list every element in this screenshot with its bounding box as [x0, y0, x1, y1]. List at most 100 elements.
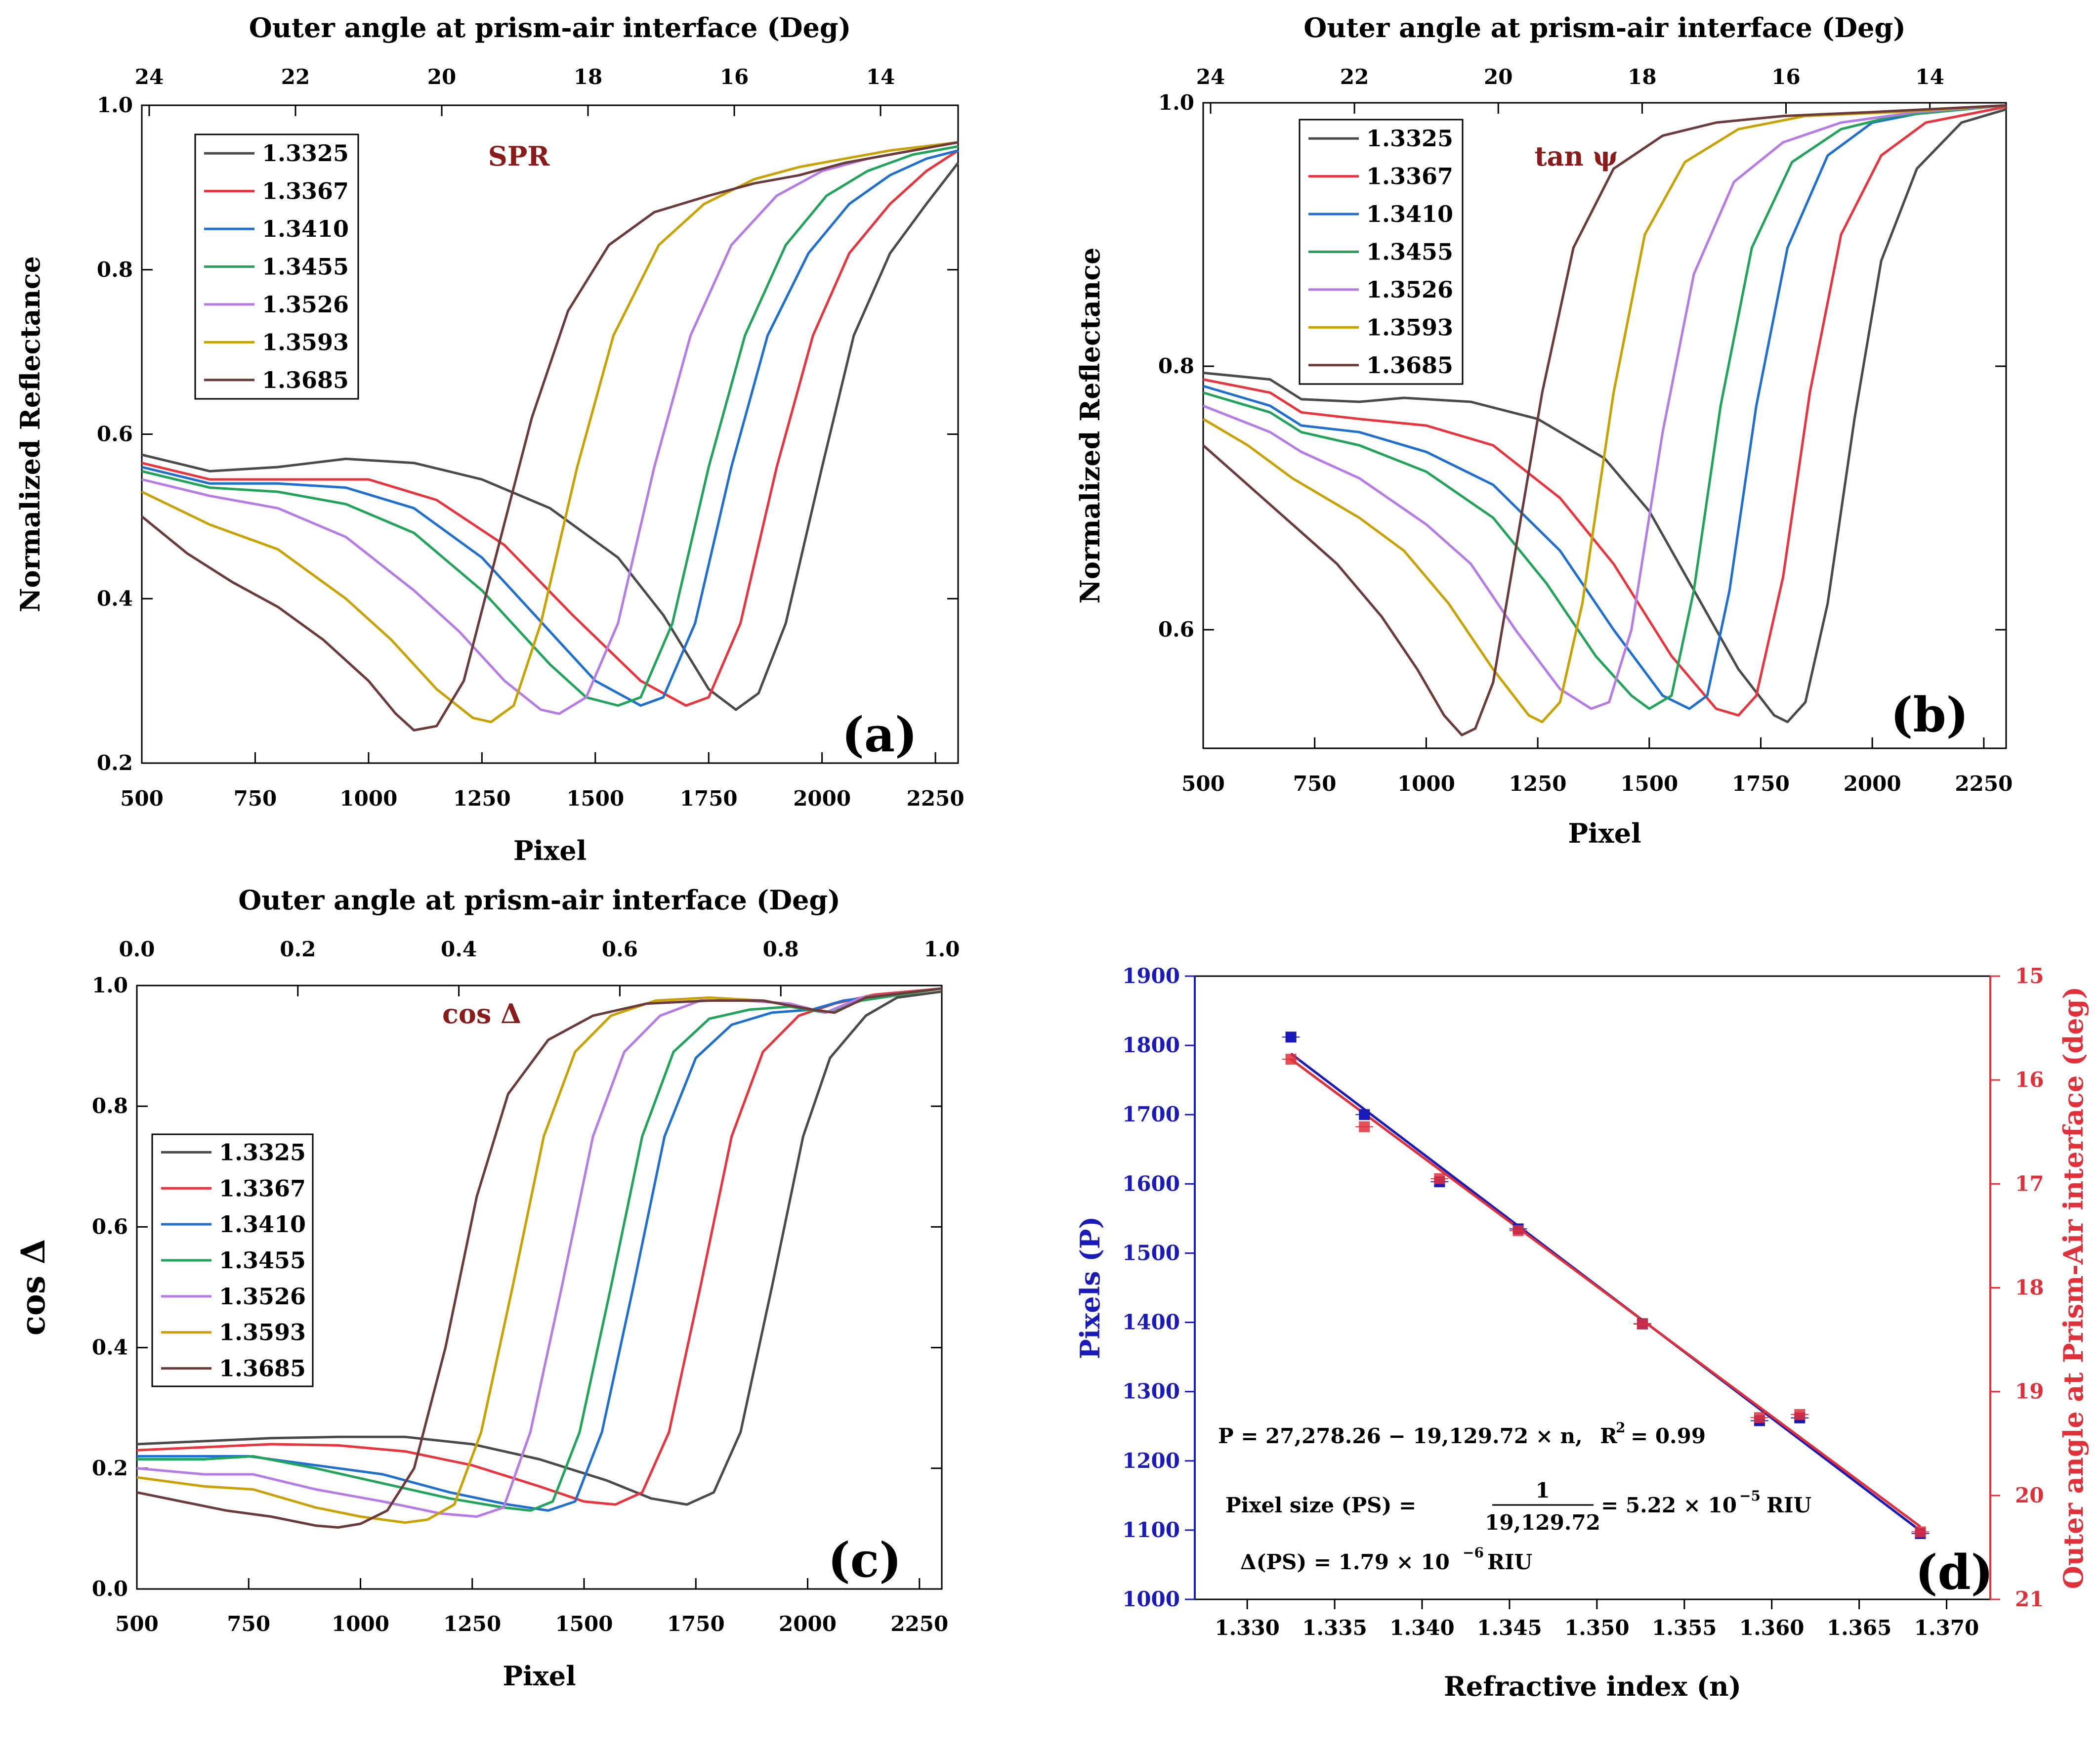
x-tick-label: 1.340	[1389, 1616, 1455, 1640]
right-tick-label: 21	[2015, 1587, 2044, 1611]
top-tick-label: 0.6	[602, 937, 638, 961]
x-tick-label: 1.350	[1564, 1616, 1630, 1640]
delta-ps-label: Δ(PS) = 1.79 × 10	[1240, 1550, 1450, 1574]
angle-point	[1637, 1319, 1648, 1330]
top-tick-label: 20	[1484, 65, 1512, 89]
plot-frame	[136, 985, 943, 1590]
y-tick-label: 1200	[1122, 1449, 1180, 1473]
r2-value: = 0.99	[1631, 1424, 1706, 1448]
x-tick-label: 1000	[339, 786, 397, 811]
x-tick-label: 750	[227, 1612, 270, 1636]
r2-superscript: 2	[1616, 1419, 1625, 1436]
top-tick-label: 16	[720, 65, 749, 89]
x-axis-label: Pixel	[503, 1660, 576, 1692]
plot-frame	[1202, 102, 2007, 749]
legend-entry: 1.3593	[219, 1319, 306, 1346]
legend-entry: 1.3410	[262, 215, 349, 242]
series-line-1.3455	[1203, 104, 2007, 710]
top-tick-label: 0.4	[441, 937, 477, 961]
legend-entry: 1.3526	[262, 291, 349, 318]
legend-entry: 1.3410	[219, 1211, 306, 1238]
pixel-size-denominator: 19,129.72	[1485, 1510, 1600, 1535]
series-line-1.3685	[136, 987, 942, 1529]
y-tick-label: 1700	[1122, 1102, 1180, 1126]
angle-point	[1512, 1225, 1524, 1236]
x-axis-label: Pixel	[1568, 817, 1641, 849]
legend-entry: 1.3593	[1366, 314, 1453, 341]
x-tick-label: 500	[115, 1612, 159, 1636]
y-tick-label: 0.8	[97, 257, 133, 282]
right-tick-label: 19	[2015, 1379, 2044, 1404]
series-line-1.3367	[1203, 105, 2007, 717]
y-tick-label: 0.6	[92, 1214, 128, 1239]
top-tick-label: 22	[281, 65, 310, 89]
pixel-size-unit: RIU	[1766, 1493, 1811, 1517]
y-axis-label: Normalized Reflectance	[14, 256, 46, 612]
top-tick-label: 20	[427, 65, 456, 89]
top-tick-label: 1.0	[924, 937, 960, 961]
x-tick-label: 2000	[793, 786, 851, 811]
legend-entry: 1.3367	[262, 178, 349, 205]
legend-entry: 1.3685	[219, 1355, 306, 1382]
pixel-point	[1359, 1109, 1370, 1120]
series-line-1.3410	[141, 149, 959, 707]
top-tick-label: 0.0	[119, 937, 155, 961]
series-line-1.3526	[141, 141, 959, 715]
y-tick-label: 0.8	[92, 1094, 128, 1118]
top-tick-label: 24	[135, 65, 164, 89]
r2-label: R	[1600, 1424, 1618, 1448]
top-tick-label: 14	[866, 65, 895, 89]
right-tick-label: 20	[2015, 1483, 2044, 1507]
series-line-1.3593	[141, 141, 959, 724]
y-tick-label: 1000	[1122, 1587, 1180, 1611]
x-tick-label: 1000	[332, 1612, 389, 1636]
x-axis-label: Pixel	[513, 835, 587, 866]
pixel-point	[1285, 1031, 1297, 1043]
x-tick-label: 1500	[566, 786, 624, 811]
series-line-1.3410	[137, 987, 942, 1512]
right-tick-label: 18	[2015, 1276, 2044, 1300]
panel-label: (b)	[1890, 687, 1969, 743]
x-tick-label: 1500	[1620, 772, 1678, 796]
pixel-size-exponent: −5	[1739, 1488, 1761, 1504]
annotation-label: tan ψ	[1535, 140, 1618, 172]
legend-entry: 1.3367	[219, 1175, 306, 1201]
panel-b-tan-psi: 500 750 1000 1250 1500 1750 2000 22500.60.81.02…	[1074, 12, 2013, 849]
series-line-1.3367	[136, 987, 942, 1506]
right-tick-label: 17	[2015, 1171, 2044, 1196]
pixel-size-result: = 5.22 × 10	[1601, 1493, 1737, 1517]
x-tick-label: 1.360	[1739, 1616, 1805, 1640]
x-axis-label: Refractive index (n)	[1444, 1671, 1741, 1702]
x-tick-label: 750	[1293, 772, 1337, 796]
x-tick-label: 1250	[443, 1612, 501, 1636]
series-line-1.3526	[136, 987, 942, 1518]
legend-entry: 1.3526	[219, 1283, 306, 1310]
series-line-1.3325	[136, 990, 942, 1506]
legend-entry: 1.3593	[262, 329, 349, 355]
x-tick-label: 1750	[680, 786, 738, 811]
legend-entry: 1.3325	[219, 1139, 306, 1165]
y-tick-label: 0.0	[92, 1577, 128, 1601]
series-line-1.3685	[141, 141, 959, 731]
annotation-label: SPR	[488, 140, 550, 172]
pixel-size-numerator: 1	[1535, 1478, 1550, 1502]
legend-entry: 1.3410	[1366, 201, 1453, 227]
x-tick-label: 1750	[1732, 772, 1790, 796]
angle-fit-line	[1290, 1058, 1921, 1528]
legend-entry: 1.3325	[1366, 125, 1453, 152]
panel-d-calibration: 1.330 1.335 1.340 1.345 1.350 1.355 1.360 1.365…	[1074, 964, 2089, 1702]
y-tick-label: 0.6	[1158, 617, 1194, 642]
series-line-1.3455	[141, 145, 959, 707]
y-tick-label: 0.2	[97, 751, 133, 775]
x-tick-label: 1500	[555, 1612, 613, 1636]
legend-entry: 1.3526	[1366, 276, 1453, 303]
top-tick-label: 18	[574, 65, 602, 89]
y-tick-label: 0.6	[97, 422, 133, 446]
y-tick-label: 0.4	[92, 1335, 128, 1360]
delta-ps-exponent: −6	[1463, 1544, 1484, 1561]
x-tick-label: 1.330	[1215, 1616, 1280, 1640]
series-line-1.3410	[1203, 104, 2007, 710]
x-tick-label: 1250	[1509, 772, 1567, 796]
delta-ps-unit: RIU	[1487, 1550, 1532, 1574]
